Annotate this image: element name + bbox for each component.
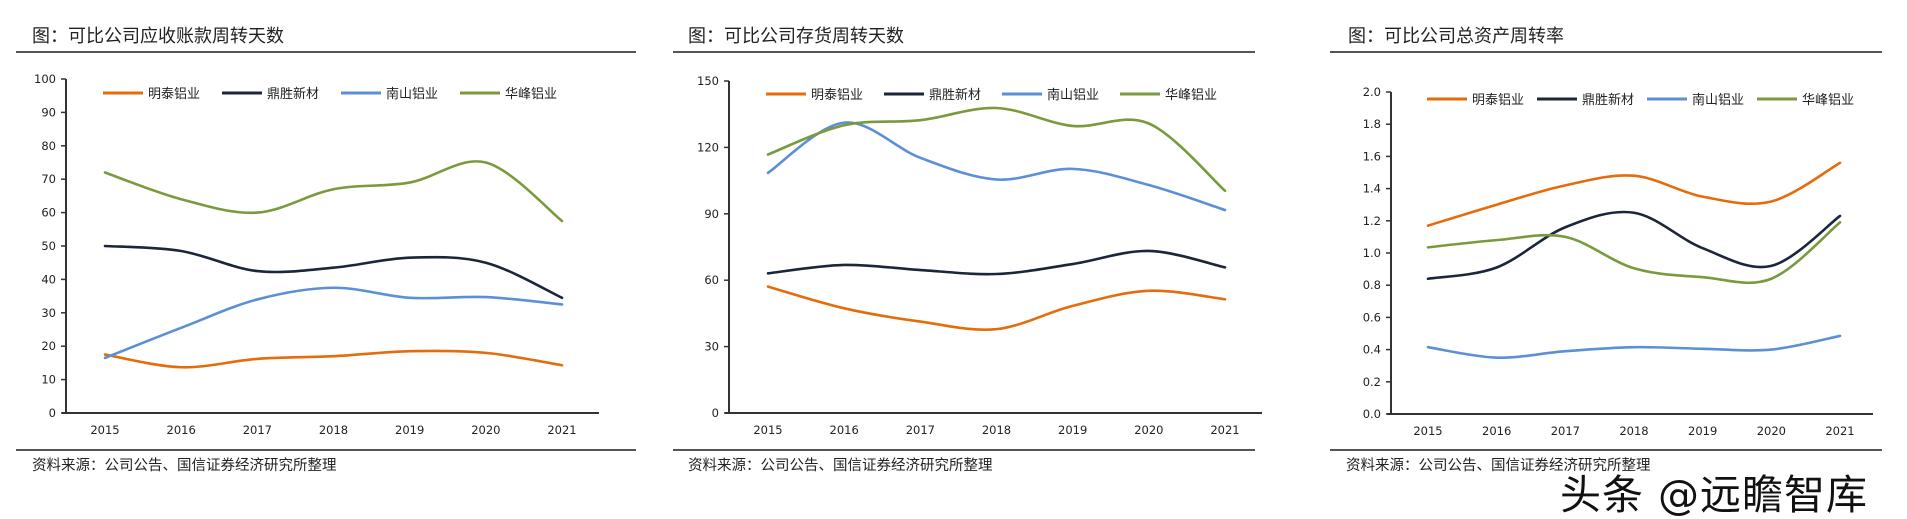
chart-1-y-tick-label: 20 — [41, 339, 56, 353]
chart-3-y-tick-label: 0.8 — [1363, 278, 1381, 292]
chart-2-x-tick-label: 2021 — [1210, 423, 1239, 437]
chart-3-y-tick-label: 0.2 — [1363, 375, 1381, 389]
chart-2-x-tick-label: 2020 — [1134, 423, 1163, 437]
chart-3-series-line-2 — [1428, 336, 1840, 358]
chart-3-y-tick-label: 1.0 — [1363, 246, 1381, 260]
chart-1-legend-label: 明泰铝业 — [148, 87, 200, 102]
chart-3-legend-label: 鼎胜新材 — [1582, 92, 1634, 108]
chart-3-x-tick-label: 2020 — [1757, 424, 1786, 438]
chart-1-y-tick-label: 80 — [41, 139, 56, 153]
chart-3-y-tick-label: 0.4 — [1363, 343, 1381, 357]
chart-2-legend-label: 明泰铝业 — [811, 88, 863, 103]
chart-2-series-line-2 — [768, 122, 1225, 210]
chart-1-y-tick-label: 30 — [41, 306, 56, 320]
chart-1-x-tick-label: 2021 — [547, 423, 576, 437]
chart-3-x-tick-label: 2016 — [1482, 424, 1511, 438]
chart-3-y-tick-label: 1.6 — [1363, 149, 1381, 163]
chart-3-y-tick-label: 0.0 — [1363, 407, 1381, 421]
chart-1-x-tick-label: 2018 — [319, 423, 348, 437]
chart-3-x-tick-label: 2018 — [1619, 424, 1648, 438]
chart-1-legend-label: 华峰铝业 — [505, 87, 557, 102]
chart-3-x-tick-label: 2015 — [1413, 424, 1442, 438]
chart-2-series-line-1 — [768, 251, 1225, 274]
chart-3-y-tick-label: 1.4 — [1363, 182, 1381, 196]
chart-1-y-tick-label: 70 — [41, 172, 56, 186]
chart-3-x-tick-label: 2017 — [1551, 424, 1580, 438]
chart-1-x-tick-label: 2017 — [243, 423, 272, 437]
chart-1-legend-label: 鼎胜新材 — [267, 86, 319, 102]
chart-1-y-tick-label: 100 — [34, 72, 56, 86]
chart-1-series-line-3 — [105, 161, 562, 221]
chart-1-y-tick-label: 90 — [41, 105, 56, 119]
chart-1-x-tick-label: 2020 — [471, 423, 500, 437]
chart-3-series-line-3 — [1428, 222, 1840, 282]
chart-1-x-tick-label: 2015 — [90, 423, 119, 437]
chart-1-series-line-2 — [105, 288, 562, 358]
chart-3-series-line-0 — [1428, 163, 1840, 226]
chart-2-y-tick-label: 30 — [704, 340, 719, 354]
chart-2-x-tick-label: 2019 — [1058, 423, 1087, 437]
chart-3-legend-label: 南山铝业 — [1692, 92, 1744, 108]
chart-2-series-line-0 — [768, 287, 1225, 330]
chart-2-x-tick-label: 2015 — [753, 423, 782, 437]
chart-3-legend-label: 华峰铝业 — [1802, 93, 1854, 108]
chart-3-y-tick-label: 1.8 — [1363, 117, 1381, 131]
chart-1-series-line-1 — [105, 246, 562, 298]
chart-2-y-tick-label: 60 — [704, 273, 719, 287]
chart-1-x-tick-label: 2019 — [395, 423, 424, 437]
chart-2-y-tick-label: 150 — [697, 74, 719, 88]
chart-2-y-tick-label: 0 — [712, 406, 719, 420]
chart-2-x-tick-label: 2016 — [830, 423, 859, 437]
chart-3-y-tick-label: 0.6 — [1363, 310, 1381, 324]
chart-3-y-tick-label: 2.0 — [1363, 85, 1381, 99]
chart-2-x-tick-label: 2018 — [982, 423, 1011, 437]
chart-2-y-tick-label: 120 — [697, 140, 719, 154]
chart-2-legend-label: 南山铝业 — [1047, 87, 1099, 103]
chart-3-x-tick-label: 2021 — [1825, 424, 1854, 438]
chart-1-y-tick-label: 0 — [49, 406, 56, 420]
chart-2-x-tick-label: 2017 — [906, 423, 935, 437]
chart-1-y-tick-label: 60 — [41, 206, 56, 220]
watermark: 头条 @远瞻智库 — [1560, 475, 1868, 516]
chart-2-legend-label: 鼎胜新材 — [929, 87, 981, 103]
chart-3-y-tick-label: 1.2 — [1363, 214, 1381, 228]
chart-1-series-line-0 — [105, 351, 562, 367]
chart-1-y-tick-label: 50 — [41, 239, 56, 253]
chart-2-y-tick-label: 90 — [704, 207, 719, 221]
chart-3-legend-label: 明泰铝业 — [1472, 93, 1524, 108]
chart-1-y-tick-label: 40 — [41, 272, 56, 286]
chart-3-x-tick-label: 2019 — [1688, 424, 1717, 438]
chart-2-legend-label: 华峰铝业 — [1165, 88, 1217, 103]
chart-1-x-tick-label: 2016 — [167, 423, 196, 437]
chart-1-y-tick-label: 10 — [41, 373, 56, 387]
chart-1-legend-label: 南山铝业 — [386, 86, 438, 102]
